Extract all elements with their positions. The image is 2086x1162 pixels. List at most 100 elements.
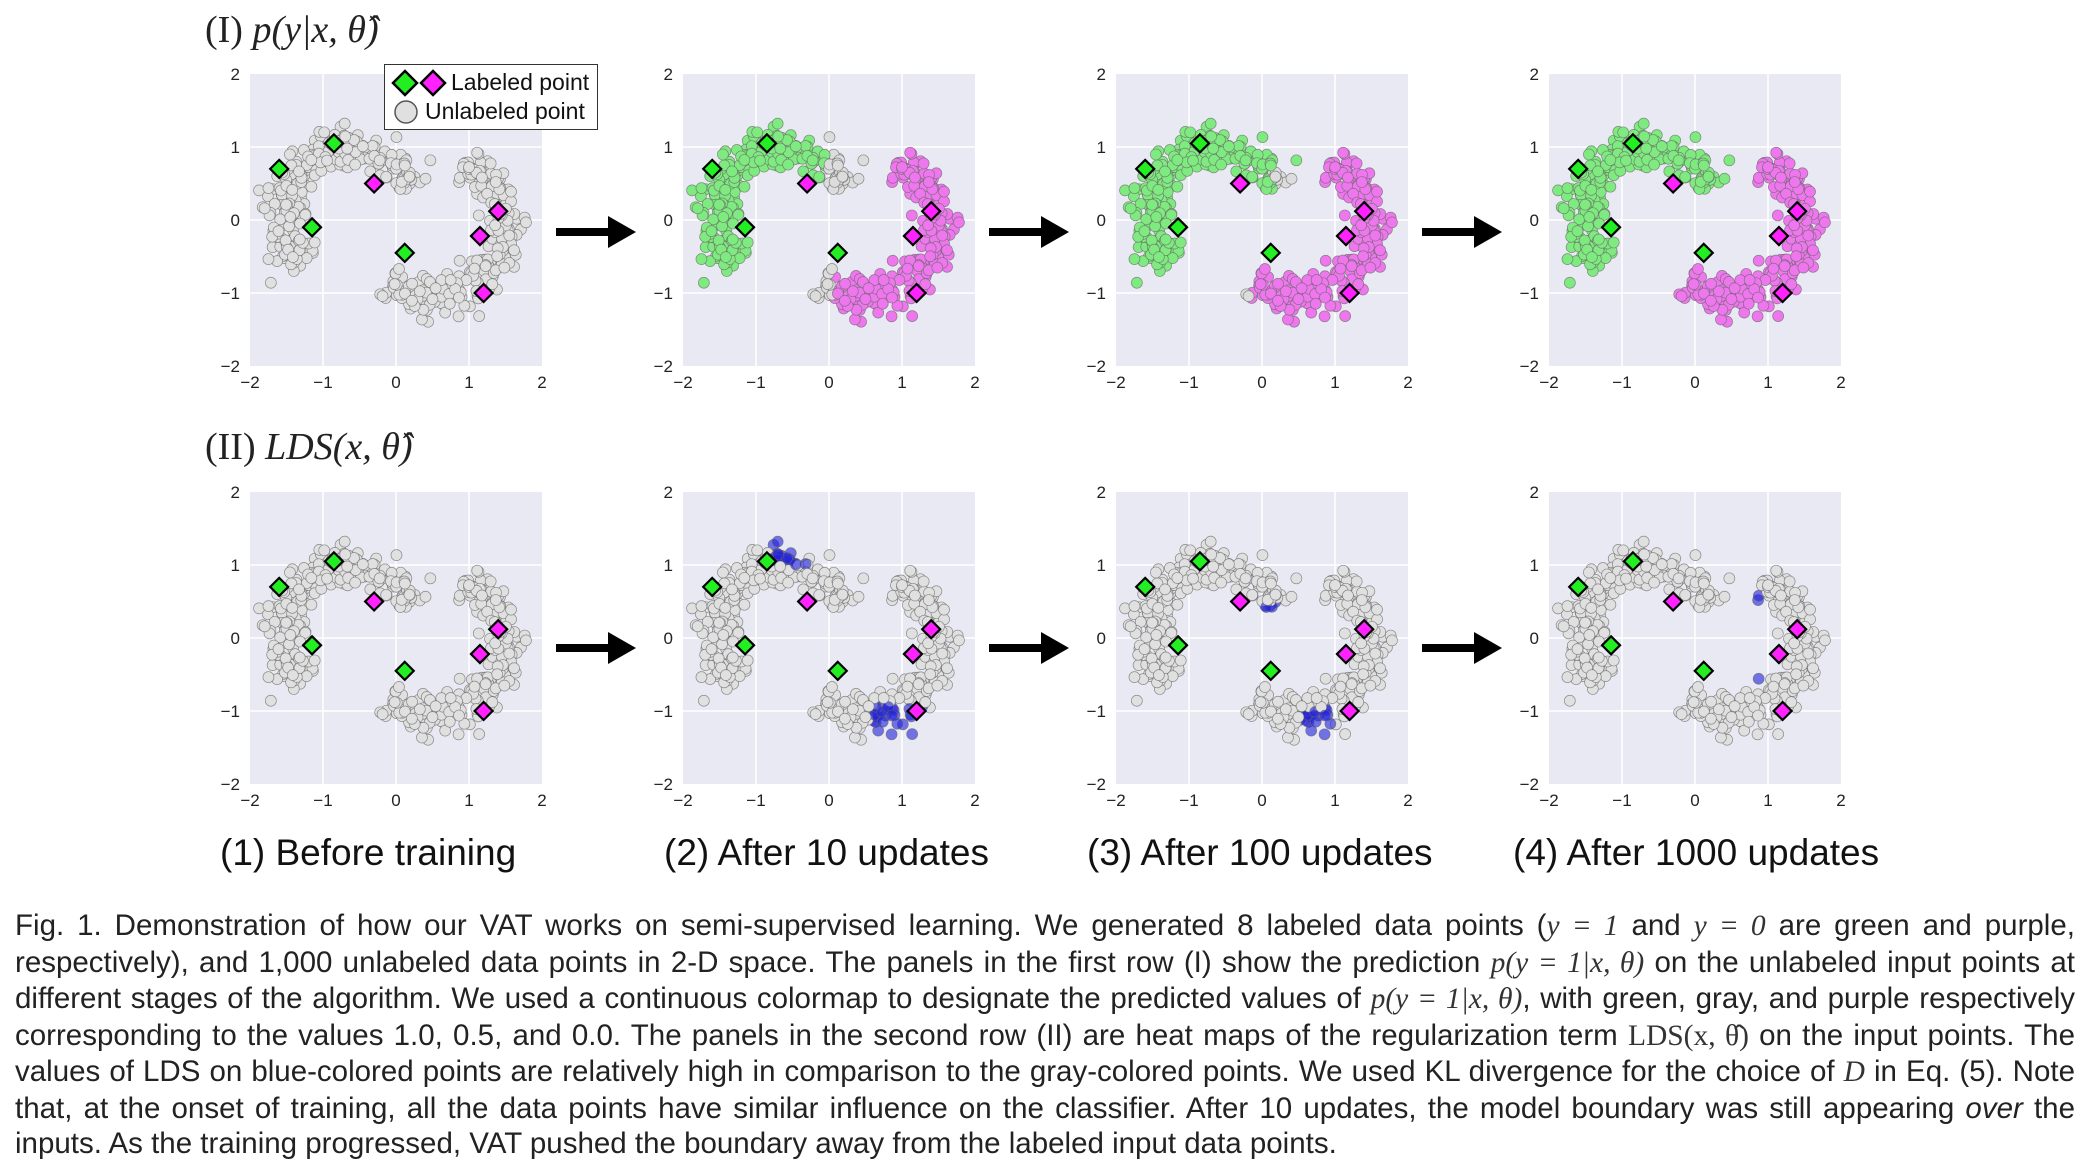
unlabeled-point (1265, 705, 1277, 718)
unlabeled-point (859, 293, 872, 306)
unlabeled-point (922, 637, 934, 650)
unlabeled-point (272, 643, 285, 655)
unlabeled-point (453, 709, 465, 722)
unlabeled-point (1767, 262, 1780, 275)
unlabeled-point (1357, 668, 1370, 681)
unlabeled-point (1165, 208, 1178, 221)
labeled-point (827, 242, 849, 264)
unlabeled-point (1672, 154, 1685, 167)
unlabeled-point (508, 244, 520, 257)
unlabeled-point (471, 146, 484, 159)
unlabeled-point (938, 185, 950, 198)
labeled-point (1189, 132, 1211, 154)
x-tick-label: −2 (673, 373, 692, 392)
unlabeled-point (1369, 229, 1382, 242)
unlabeled-point (922, 176, 935, 188)
unlabeled-point (852, 172, 865, 185)
unlabeled-point (697, 276, 710, 289)
unlabeled-point (1319, 709, 1331, 722)
unlabeled-point (498, 679, 511, 692)
unlabeled-point (876, 297, 889, 310)
labeled-point (756, 132, 778, 154)
caption-text: are green and purple, respectively), and… (15, 909, 2075, 979)
unlabeled-point (1256, 549, 1269, 561)
unlabeled-point (1705, 294, 1717, 307)
unlabeled-point (1205, 130, 1218, 143)
unlabeled-point (1207, 560, 1220, 573)
unlabeled-point (719, 183, 732, 196)
unlabeled-point (393, 681, 405, 693)
unlabeled-point (284, 566, 296, 579)
unlabeled-point (1324, 717, 1337, 730)
unlabeled-point (1204, 535, 1217, 548)
row-label-2: (II) LDS(x, θ̂) (205, 425, 413, 469)
unlabeled-point (473, 310, 486, 322)
unlabeled-point (1272, 695, 1284, 708)
unlabeled-point (520, 634, 532, 647)
legend-unlabeled-marker (394, 99, 418, 124)
plot-area: −2−2 −1 −1 0 0 1 1 2 2 (1087, 65, 1413, 392)
y-tick-label: −2 (221, 357, 240, 376)
labeled-point (906, 282, 928, 304)
unlabeled-point (1561, 600, 1574, 612)
labeled-point (920, 200, 942, 222)
unlabeled-point (1338, 627, 1351, 640)
unlabeled-point (859, 711, 872, 724)
y-tick-label: −2 (1520, 357, 1539, 376)
unlabeled-point (520, 216, 532, 229)
stage-caption-3: (3) After 100 updates (1087, 832, 1433, 873)
unlabeled-point (1788, 594, 1801, 606)
unlabeled-point (1723, 154, 1736, 167)
unlabeled-point (1788, 176, 1801, 188)
unlabeled-point (1159, 233, 1172, 246)
panel-row2-after-1000-updates: −2−2 −1 −1 0 0 1 1 2 2 (1520, 483, 1846, 810)
unlabeled-point (832, 159, 844, 172)
y-tick-label: −2 (654, 775, 673, 794)
x-tick-label: −2 (240, 373, 259, 392)
unlabeled-point (293, 583, 305, 596)
unlabeled-point (839, 294, 851, 307)
unlabeled-point (1585, 601, 1598, 614)
unlabeled-point (444, 692, 457, 704)
unlabeled-point (832, 287, 844, 300)
unlabeled-point (1339, 310, 1352, 322)
unlabeled-point (406, 294, 418, 307)
unlabeled-point (1698, 705, 1710, 718)
unlabeled-point (1718, 590, 1731, 603)
unlabeled-point (1583, 566, 1595, 579)
row-label-2-prefix: (II) (205, 426, 256, 468)
arrow-icon (989, 632, 1069, 664)
unlabeled-point (1337, 146, 1350, 159)
unlabeled-point (1309, 715, 1322, 728)
unlabeled-point (264, 694, 277, 707)
unlabeled-point (1153, 251, 1165, 263)
unlabeled-point (1692, 681, 1704, 693)
unlabeled-point (901, 680, 914, 693)
row-label-1-prefix: (I) (205, 9, 243, 51)
unlabeled-point (1592, 165, 1604, 178)
unlabeled-point (886, 254, 899, 267)
unlabeled-point (904, 146, 917, 159)
unlabeled-point (1557, 620, 1570, 633)
caption-math: D (1843, 1056, 1865, 1088)
labeled-point (796, 590, 818, 613)
unlabeled-point (1187, 572, 1199, 585)
x-tick-label: −2 (673, 791, 692, 810)
x-tick-label: −2 (1539, 791, 1558, 810)
labeled-point (1353, 618, 1375, 640)
unlabeled-point (321, 154, 333, 167)
unlabeled-point (1334, 680, 1347, 693)
unlabeled-point (1239, 572, 1252, 585)
unlabeled-point (1725, 293, 1738, 306)
unlabeled-point (1712, 285, 1725, 298)
unlabeled-point (339, 130, 352, 143)
unlabeled-point (287, 251, 299, 263)
unlabeled-point (922, 594, 935, 606)
unlabeled-point (1687, 696, 1700, 709)
x-tick-label: 0 (824, 791, 833, 810)
y-tick-label: 1 (1097, 556, 1106, 575)
unlabeled-point (1130, 276, 1143, 289)
unlabeled-point (399, 287, 411, 300)
unlabeled-point (1592, 233, 1605, 246)
unlabeled-point (1128, 253, 1141, 266)
